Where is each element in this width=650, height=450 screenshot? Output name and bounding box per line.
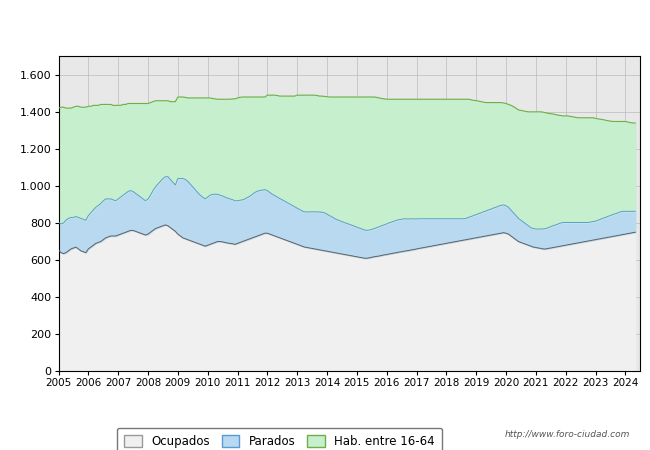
Text: foro-ciudad.com: foro-ciudad.com xyxy=(247,220,452,239)
Legend: Ocupados, Parados, Hab. entre 16-64: Ocupados, Parados, Hab. entre 16-64 xyxy=(117,428,442,450)
Text: Higuera la Real - Evolucion de la poblacion en edad de Trabajar Mayo de 2024: Higuera la Real - Evolucion de la poblac… xyxy=(79,17,571,30)
Text: http://www.foro-ciudad.com: http://www.foro-ciudad.com xyxy=(505,430,630,439)
